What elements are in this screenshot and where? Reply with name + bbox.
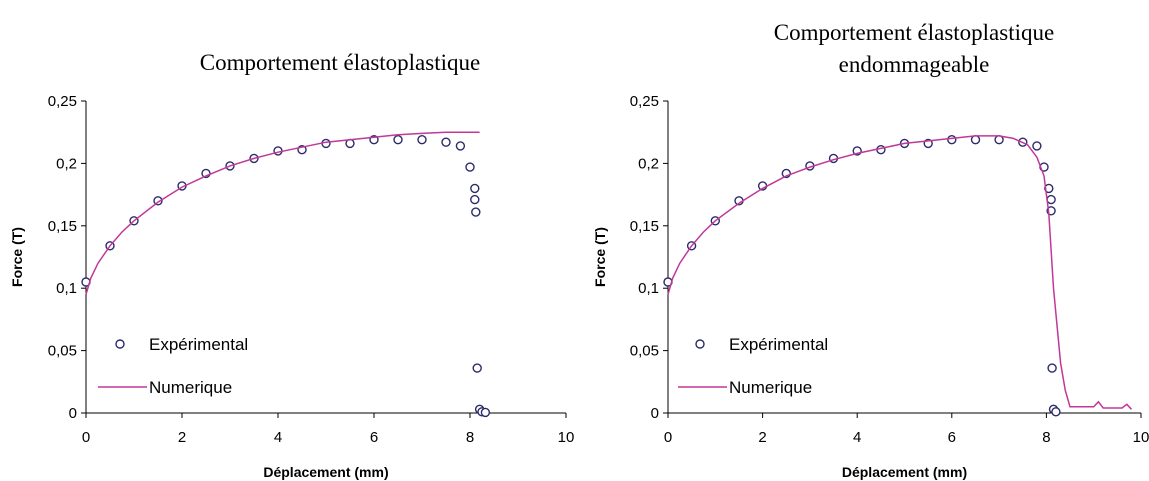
- y-tick-label: 0: [651, 405, 659, 422]
- legend-label-experimental: Expérimental: [729, 335, 828, 354]
- data-point-experimental: [1044, 183, 1054, 194]
- x-axis-label: Déplacement (mm): [842, 464, 967, 480]
- legend-label-experimental: Expérimental: [149, 335, 248, 354]
- legend-label-numerique: Numerique: [729, 378, 812, 397]
- y-tick-label: 0,05: [630, 343, 659, 360]
- series-line-numerique: [667, 135, 1133, 410]
- y-tick-label: 0,15: [48, 218, 77, 235]
- chart-title-line: Comportement élastoplastique: [200, 50, 480, 75]
- data-point-experimental: [947, 134, 957, 145]
- y-tick-label: 0,25: [48, 93, 77, 110]
- x-tick-label: 4: [274, 429, 282, 446]
- x-tick-label: 6: [948, 429, 956, 446]
- data-point-experimental: [441, 137, 451, 147]
- data-point-experimental: [480, 407, 491, 418]
- chart-title-line: Comportement élastoplastique: [774, 20, 1054, 45]
- x-tick-label: 6: [370, 429, 378, 446]
- data-point-experimental: [470, 194, 480, 205]
- x-tick-label: 8: [466, 429, 474, 446]
- x-tick-label: 0: [82, 429, 90, 446]
- x-axis-label: Déplacement (mm): [263, 464, 388, 480]
- legend-marker-experimental: [115, 339, 125, 349]
- chart-panel-2: Comportement élastoplastique endommageabl…: [592, 20, 1149, 480]
- data-point-experimental: [455, 141, 466, 151]
- chart-title-line: endommageable: [839, 52, 990, 77]
- y-tick-label: 0,1: [638, 280, 659, 297]
- y-tick-label: 0,15: [630, 218, 659, 235]
- data-point-experimental: [1051, 407, 1061, 417]
- y-tick-label: 0,05: [48, 343, 77, 360]
- data-point-experimental: [1046, 194, 1056, 205]
- data-point-experimental: [417, 134, 427, 145]
- x-tick-label: 4: [853, 429, 861, 446]
- data-point-experimental: [393, 134, 403, 145]
- data-point-experimental: [1032, 141, 1042, 151]
- x-tick-label: 10: [1133, 429, 1149, 446]
- data-point-experimental: [1047, 363, 1057, 373]
- data-point-experimental: [471, 207, 481, 217]
- y-tick-label: 0: [69, 405, 77, 422]
- data-point-experimental: [470, 183, 480, 194]
- x-tick-label: 8: [1042, 429, 1050, 446]
- x-tick-label: 10: [558, 429, 575, 446]
- y-tick-label: 0,2: [638, 155, 659, 172]
- legend-label-numerique: Numerique: [149, 378, 232, 397]
- chart-panel-1: Comportement élastoplastique 0 0,05 0,1 0,15…: [9, 50, 574, 480]
- data-point-experimental: [472, 363, 482, 373]
- series-line-numerique: [85, 131, 480, 295]
- x-tick-label: 2: [758, 429, 766, 446]
- y-axis-label: Force (T): [592, 227, 608, 287]
- y-tick-label: 0,2: [56, 155, 77, 172]
- y-tick-label: 0,25: [630, 93, 659, 110]
- x-tick-label: 2: [178, 429, 186, 446]
- x-tick-label: 0: [664, 429, 672, 446]
- legend-marker-experimental: [695, 339, 705, 349]
- y-axis-label: Force (T): [9, 227, 25, 287]
- data-point-experimental: [465, 162, 475, 172]
- y-tick-label: 0,1: [56, 280, 77, 297]
